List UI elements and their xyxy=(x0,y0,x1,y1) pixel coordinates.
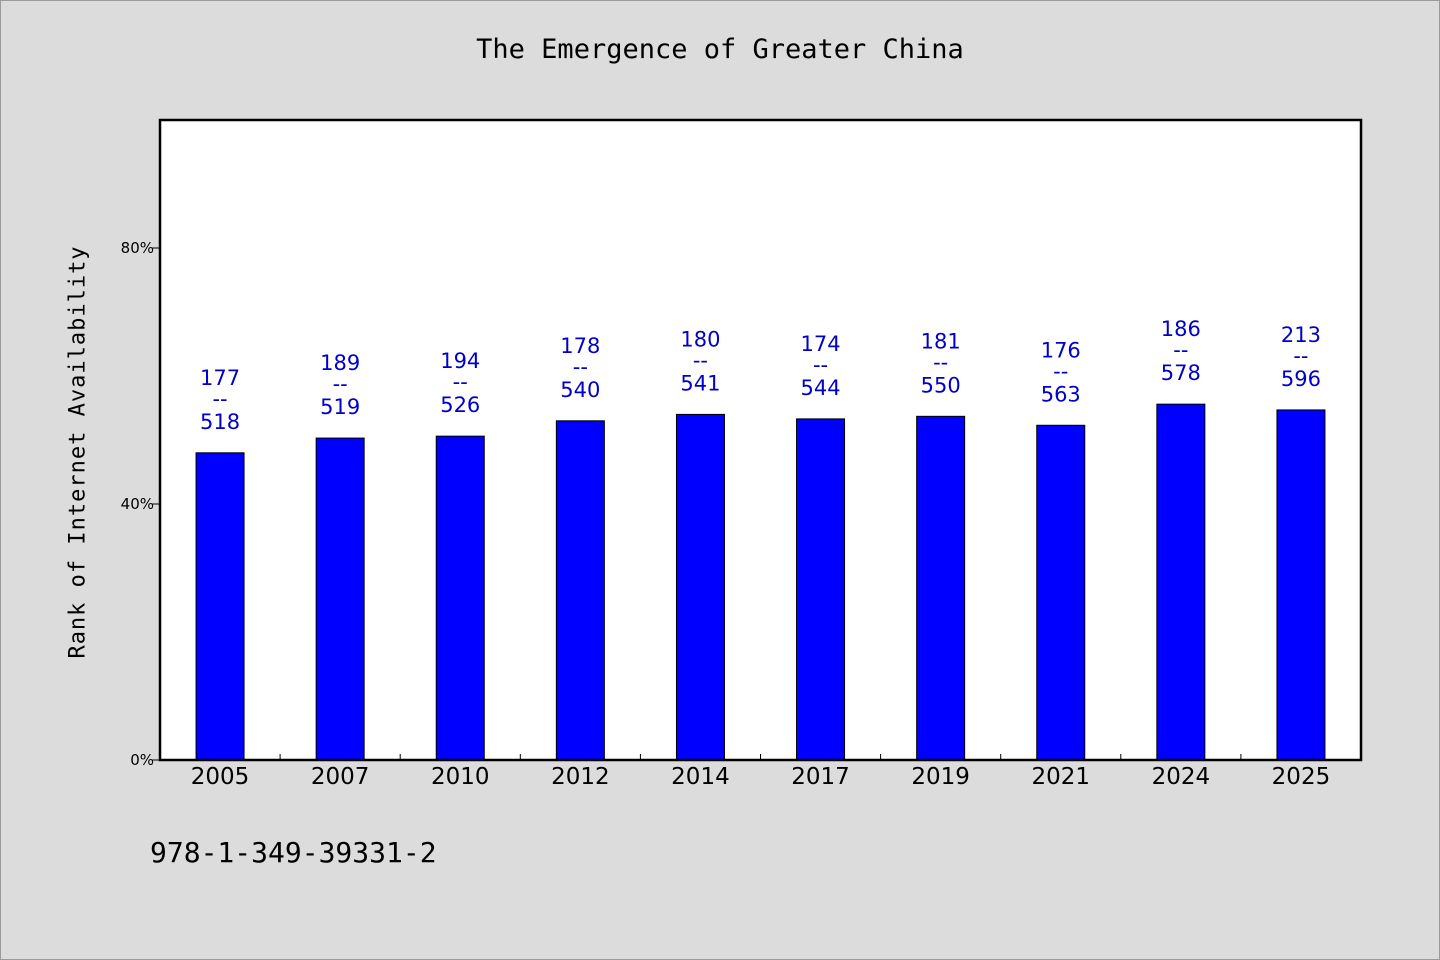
bar xyxy=(1156,403,1206,761)
x-tick-label: 2019 xyxy=(911,764,970,790)
x-tick-label: 2021 xyxy=(1031,764,1090,790)
data-label-separator: -- xyxy=(933,350,948,374)
data-label-separator: -- xyxy=(1173,338,1188,362)
data-label-bottom: 541 xyxy=(680,371,720,395)
data-label-separator: -- xyxy=(813,353,828,377)
data-label-top: 189 xyxy=(320,351,360,375)
data-label-bottom: 540 xyxy=(560,378,600,402)
bar xyxy=(195,452,245,761)
x-tick-label: 2017 xyxy=(791,764,850,790)
data-label-top: 194 xyxy=(440,349,480,373)
data-label-top: 174 xyxy=(801,332,841,356)
data-label-separator: -- xyxy=(1293,344,1308,368)
y-tick-label: 40% xyxy=(121,495,154,513)
data-label-top: 181 xyxy=(921,329,961,353)
data-label-bottom: 578 xyxy=(1161,361,1201,385)
data-label-top: 180 xyxy=(680,327,720,351)
bar xyxy=(916,415,966,761)
data-label-separator: -- xyxy=(693,348,708,372)
x-tick-label: 2024 xyxy=(1152,764,1211,790)
bar xyxy=(675,413,725,761)
data-label-bottom: 563 xyxy=(1041,382,1081,406)
data-label-bottom: 526 xyxy=(440,393,480,417)
y-tick-label: 0% xyxy=(130,751,154,769)
data-label-separator: -- xyxy=(453,370,468,394)
data-label-separator: -- xyxy=(573,355,588,379)
data-label-bottom: 518 xyxy=(200,410,240,434)
bar xyxy=(1276,409,1326,761)
plot-border xyxy=(158,118,1363,762)
x-tick-label: 2012 xyxy=(551,764,610,790)
bar xyxy=(315,437,365,761)
data-label-top: 178 xyxy=(560,334,600,358)
data-label-bottom: 596 xyxy=(1281,367,1321,391)
y-tick-label: 80% xyxy=(121,239,154,257)
data-label-top: 186 xyxy=(1161,317,1201,341)
x-tick-label: 2010 xyxy=(431,764,490,790)
data-label-separator: -- xyxy=(1053,359,1068,383)
data-label-bottom: 544 xyxy=(801,376,841,400)
data-label-top: 176 xyxy=(1041,338,1081,362)
data-label-separator: -- xyxy=(333,372,348,396)
bar xyxy=(796,418,846,761)
bar xyxy=(435,435,485,761)
data-label-top: 177 xyxy=(200,366,240,390)
data-label-top: 213 xyxy=(1281,323,1321,347)
x-tick-label: 2007 xyxy=(311,764,370,790)
data-label-bottom: 519 xyxy=(320,395,360,419)
bar xyxy=(555,420,605,761)
x-tick-label: 2025 xyxy=(1272,764,1331,790)
x-tick-label: 2014 xyxy=(671,764,730,790)
chart-title: The Emergence of Greater China xyxy=(476,34,964,65)
bar xyxy=(1036,424,1086,761)
x-tick-label: 2005 xyxy=(191,764,250,790)
footer-code: 978-1-349-39331-2 xyxy=(150,836,437,869)
data-label-bottom: 550 xyxy=(921,373,961,397)
data-label-separator: -- xyxy=(212,387,227,411)
